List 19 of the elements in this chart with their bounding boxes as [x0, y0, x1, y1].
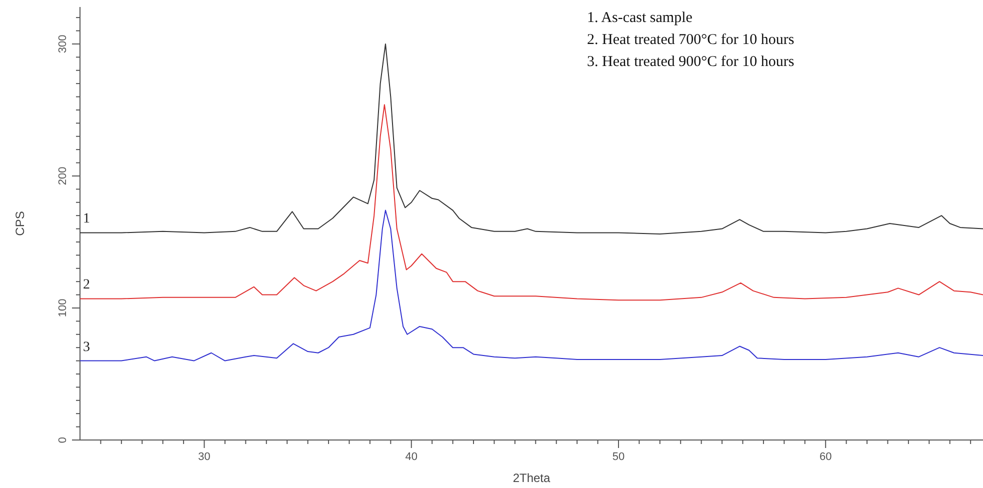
line-series: [80, 43, 983, 235]
x-axis-title: 2Theta: [512, 471, 551, 485]
annotation: 3. Heat treated 900°C for 10 hours: [587, 54, 794, 70]
line-series: [80, 104, 983, 301]
y-axis-title: CPS: [13, 211, 27, 236]
y-tick-label: 300: [57, 34, 69, 54]
x-tick-label: 50: [612, 451, 625, 463]
series-label: 1: [83, 212, 90, 227]
series-label: 3: [83, 340, 90, 355]
annotation: 1. As-cast sample: [587, 10, 693, 26]
annotation: 2. Heat treated 700°C for 10 hours: [587, 32, 794, 48]
series-label: 2: [83, 278, 90, 293]
y-tick-label: 200: [57, 166, 69, 186]
x-tick-label: 40: [405, 451, 418, 463]
line-series: [80, 210, 983, 362]
x-tick-label: 60: [819, 451, 832, 463]
x-tick-label: 30: [198, 451, 210, 463]
y-tick-label: 0: [57, 436, 69, 444]
y-tick-label: 100: [57, 298, 69, 318]
